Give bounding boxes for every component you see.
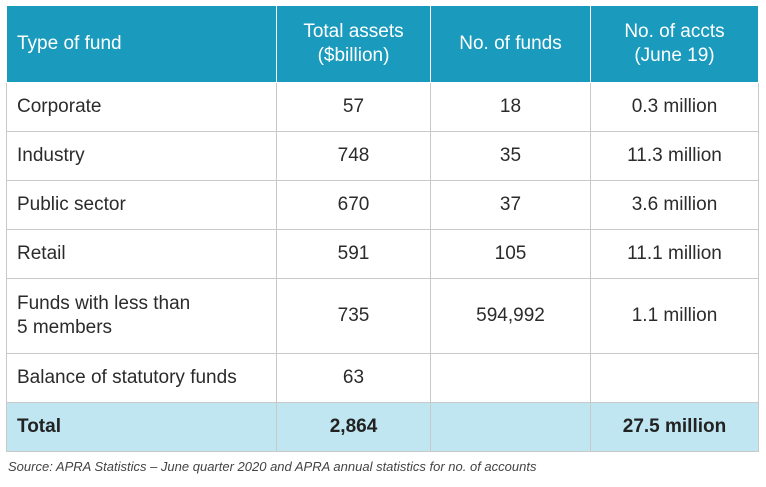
cell-funds [430,353,591,403]
cell-accounts [590,353,759,403]
cell-type: Retail [6,229,277,279]
cell-type: Balance of statutory funds [6,353,277,403]
header-type-of-fund: Type of fund [6,5,277,83]
cell-funds: 18 [430,82,591,132]
header-no-of-accts: No. of accts (June 19) [590,5,759,83]
cell-accounts: 0.3 million [590,82,759,132]
table-row: Funds with less than 5 members 735 594,9… [6,278,759,354]
funds-table: Type of fund Total assets ($billion) No.… [6,5,759,452]
total-row: Total 2,864 27.5 million [6,402,759,452]
cell-type: Public sector [6,180,277,230]
cell-assets: 735 [276,278,431,354]
header-row: Type of fund Total assets ($billion) No.… [6,5,759,83]
cell-accounts: 1.1 million [590,278,759,354]
cell-type: Funds with less than 5 members [6,278,277,354]
cell-accounts: 11.1 million [590,229,759,279]
table-row: Balance of statutory funds 63 [6,353,759,403]
cell-assets: 591 [276,229,431,279]
cell-funds: 594,992 [430,278,591,354]
cell-type: Industry [6,131,277,181]
table-row: Retail 591 105 11.1 million [6,229,759,279]
cell-funds: 35 [430,131,591,181]
table-row: Public sector 670 37 3.6 million [6,180,759,230]
total-assets: 2,864 [276,402,431,452]
cell-assets: 63 [276,353,431,403]
cell-funds: 105 [430,229,591,279]
table-row: Corporate 57 18 0.3 million [6,82,759,132]
cell-funds: 37 [430,180,591,230]
header-total-assets: Total assets ($billion) [276,5,431,83]
cell-accounts: 3.6 million [590,180,759,230]
cell-assets: 670 [276,180,431,230]
header-no-of-funds: No. of funds [430,5,591,83]
cell-assets: 57 [276,82,431,132]
cell-assets: 748 [276,131,431,181]
cell-type: Corporate [6,82,277,132]
table-row: Industry 748 35 11.3 million [6,131,759,181]
total-accounts: 27.5 million [590,402,759,452]
total-label: Total [6,402,277,452]
source-note: Source: APRA Statistics – June quarter 2… [8,459,537,474]
total-funds [430,402,591,452]
cell-accounts: 11.3 million [590,131,759,181]
